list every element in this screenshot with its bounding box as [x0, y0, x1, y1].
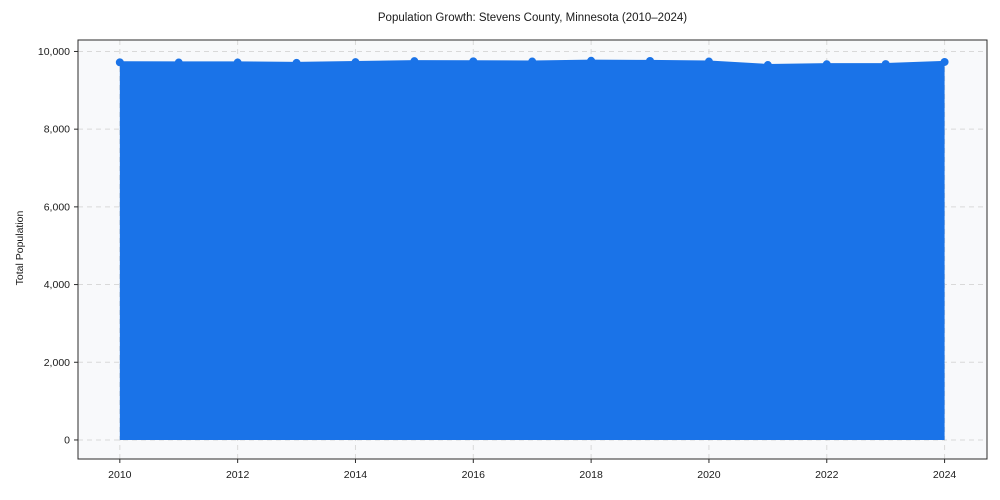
x-tick-label-2016: 2016 — [462, 469, 486, 481]
data-point-2019 — [646, 56, 655, 65]
data-point-2011 — [174, 58, 183, 67]
x-tick-label-2010: 2010 — [108, 469, 132, 481]
plot-border — [77, 39, 988, 460]
y-tick-label-4000: 4,000 — [44, 279, 70, 291]
data-point-2016 — [469, 57, 478, 66]
area-fill — [119, 60, 945, 440]
chart-title: Population Growth: Stevens County, Minne… — [377, 12, 688, 24]
data-point-2013 — [292, 58, 301, 67]
data-point-2024 — [940, 57, 949, 66]
y-tick-label-0: 0 — [64, 434, 70, 446]
data-point-2020 — [704, 57, 713, 66]
x-tick-label-2024: 2024 — [933, 469, 957, 481]
data-point-2014 — [351, 58, 360, 67]
y-axis-label: Total Population — [14, 210, 26, 286]
y-tick-label-8000: 8,000 — [44, 124, 70, 136]
data-point-2012 — [233, 58, 242, 67]
data-point-2015 — [410, 57, 419, 66]
x-tick-label-2014: 2014 — [344, 469, 368, 481]
y-tick-label-2000: 2,000 — [44, 357, 70, 369]
data-point-2021 — [763, 61, 772, 70]
x-tick-label-2018: 2018 — [579, 469, 603, 481]
y-tick-label-10000: 10,000 — [38, 46, 70, 58]
x-tick-label-2012: 2012 — [226, 469, 250, 481]
data-point-2018 — [587, 56, 596, 65]
y-tick-label-6000: 6,000 — [44, 201, 70, 213]
data-point-2017 — [528, 57, 537, 66]
data-point-2022 — [822, 60, 831, 69]
x-tick-label-2022: 2022 — [815, 469, 839, 481]
data-point-2010 — [115, 58, 124, 67]
data-point-2023 — [881, 60, 890, 69]
x-tick-label-2020: 2020 — [697, 469, 721, 481]
